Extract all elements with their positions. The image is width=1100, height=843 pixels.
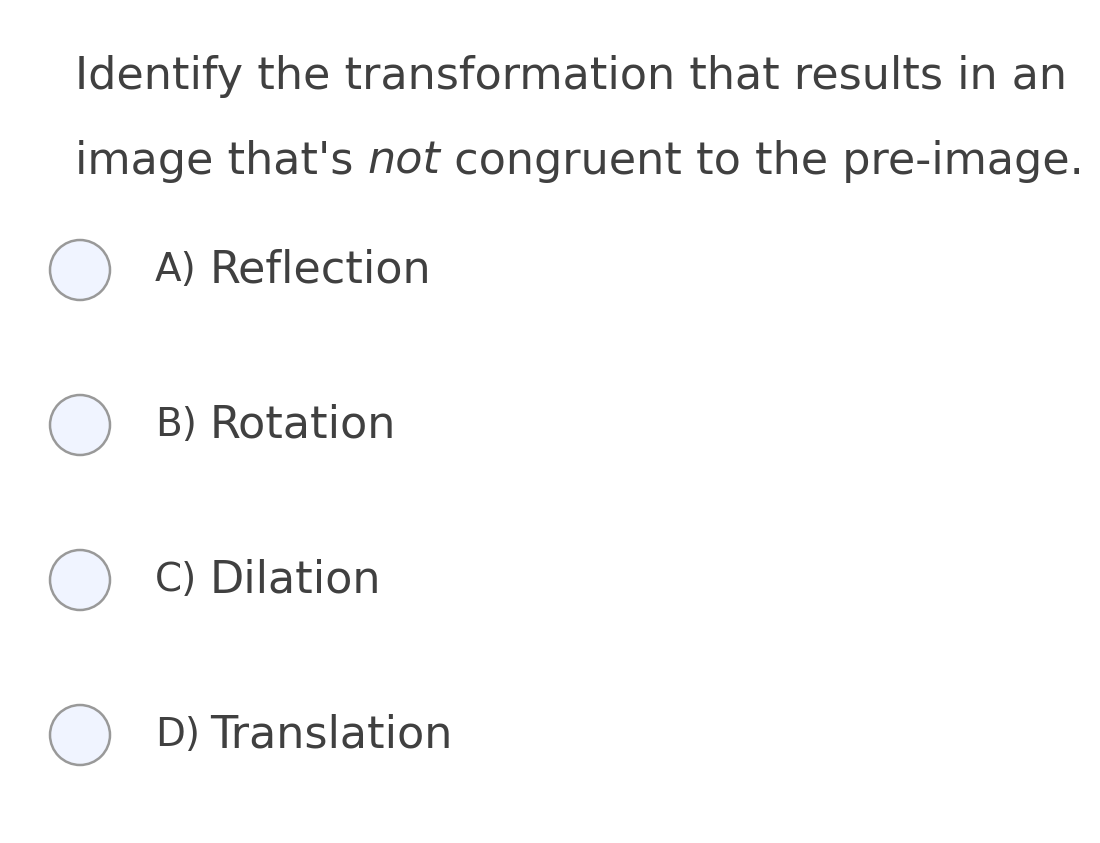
Text: Dilation: Dilation [210,559,382,602]
Text: C): C) [155,561,197,599]
Text: Identify the transformation that results in an: Identify the transformation that results… [75,55,1067,98]
Text: congruent to the pre-image.: congruent to the pre-image. [440,140,1085,183]
Text: D): D) [155,716,200,754]
Text: not: not [367,140,440,183]
Text: A): A) [155,251,197,289]
Text: Reflection: Reflection [210,249,431,292]
Text: B): B) [155,406,197,444]
Text: image that's: image that's [75,140,367,183]
Circle shape [50,550,110,610]
Text: Rotation: Rotation [210,404,396,447]
Text: Translation: Translation [210,713,452,756]
Circle shape [50,395,110,455]
Circle shape [50,705,110,765]
Circle shape [50,240,110,300]
